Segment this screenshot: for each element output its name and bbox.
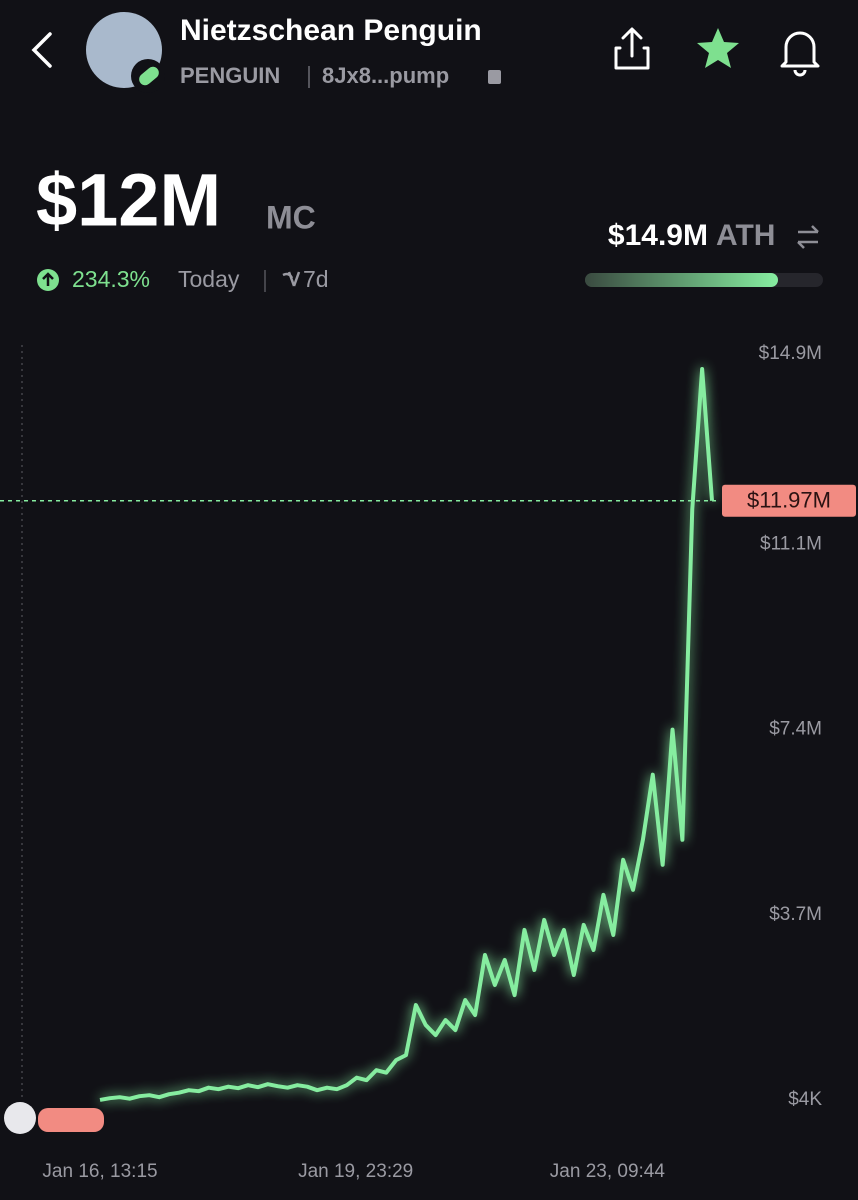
price-line xyxy=(99,367,714,1102)
start-badge xyxy=(4,1102,36,1134)
pill-icon xyxy=(139,66,159,86)
x-tick-label: Jan 16, 13:15 xyxy=(42,1161,157,1182)
y-tick-label: $7.4M xyxy=(769,719,822,740)
y-tick-label: $11.1M xyxy=(760,533,822,554)
start-pill xyxy=(38,1108,104,1132)
x-tick-label: Jan 23, 09:44 xyxy=(550,1161,666,1182)
market-cap-unit: MC xyxy=(266,199,316,235)
y-tick-label: $3.7M xyxy=(769,904,822,925)
up-arrow xyxy=(42,272,54,286)
back-button[interactable] xyxy=(31,32,52,68)
ath-label: ATH xyxy=(716,219,775,252)
range[interactable]: 7d xyxy=(303,266,329,292)
favorite-button[interactable] xyxy=(697,28,739,68)
y-tick-label: $14.9M xyxy=(759,343,822,364)
alert-button[interactable] xyxy=(780,31,820,77)
current-price-badge xyxy=(722,484,856,517)
copy-icon[interactable] xyxy=(488,70,501,84)
market-cap: $12M xyxy=(36,159,221,242)
swap-icon[interactable] xyxy=(797,225,819,249)
change: 234.3% xyxy=(72,266,150,292)
period: Today xyxy=(178,266,240,292)
ticker: PENGUIN xyxy=(180,63,280,88)
ath-progress xyxy=(585,273,778,287)
ath-value: $14.9M xyxy=(608,219,708,252)
x-tick-label: Jan 19, 23:29 xyxy=(298,1161,413,1182)
address[interactable]: 8Jx8...pump xyxy=(322,63,449,88)
y-tick-label: $4K xyxy=(788,1089,822,1110)
share-button[interactable] xyxy=(614,27,650,70)
sprout-icon xyxy=(282,271,301,287)
current-price-label: $11.97M xyxy=(747,488,831,513)
chart: $4K $3.7M $7.4M $11.1M $14.9M Jan 16, 13:15 Ja… xyxy=(0,343,856,1182)
token-name: Nietzschean Penguin xyxy=(180,14,482,47)
